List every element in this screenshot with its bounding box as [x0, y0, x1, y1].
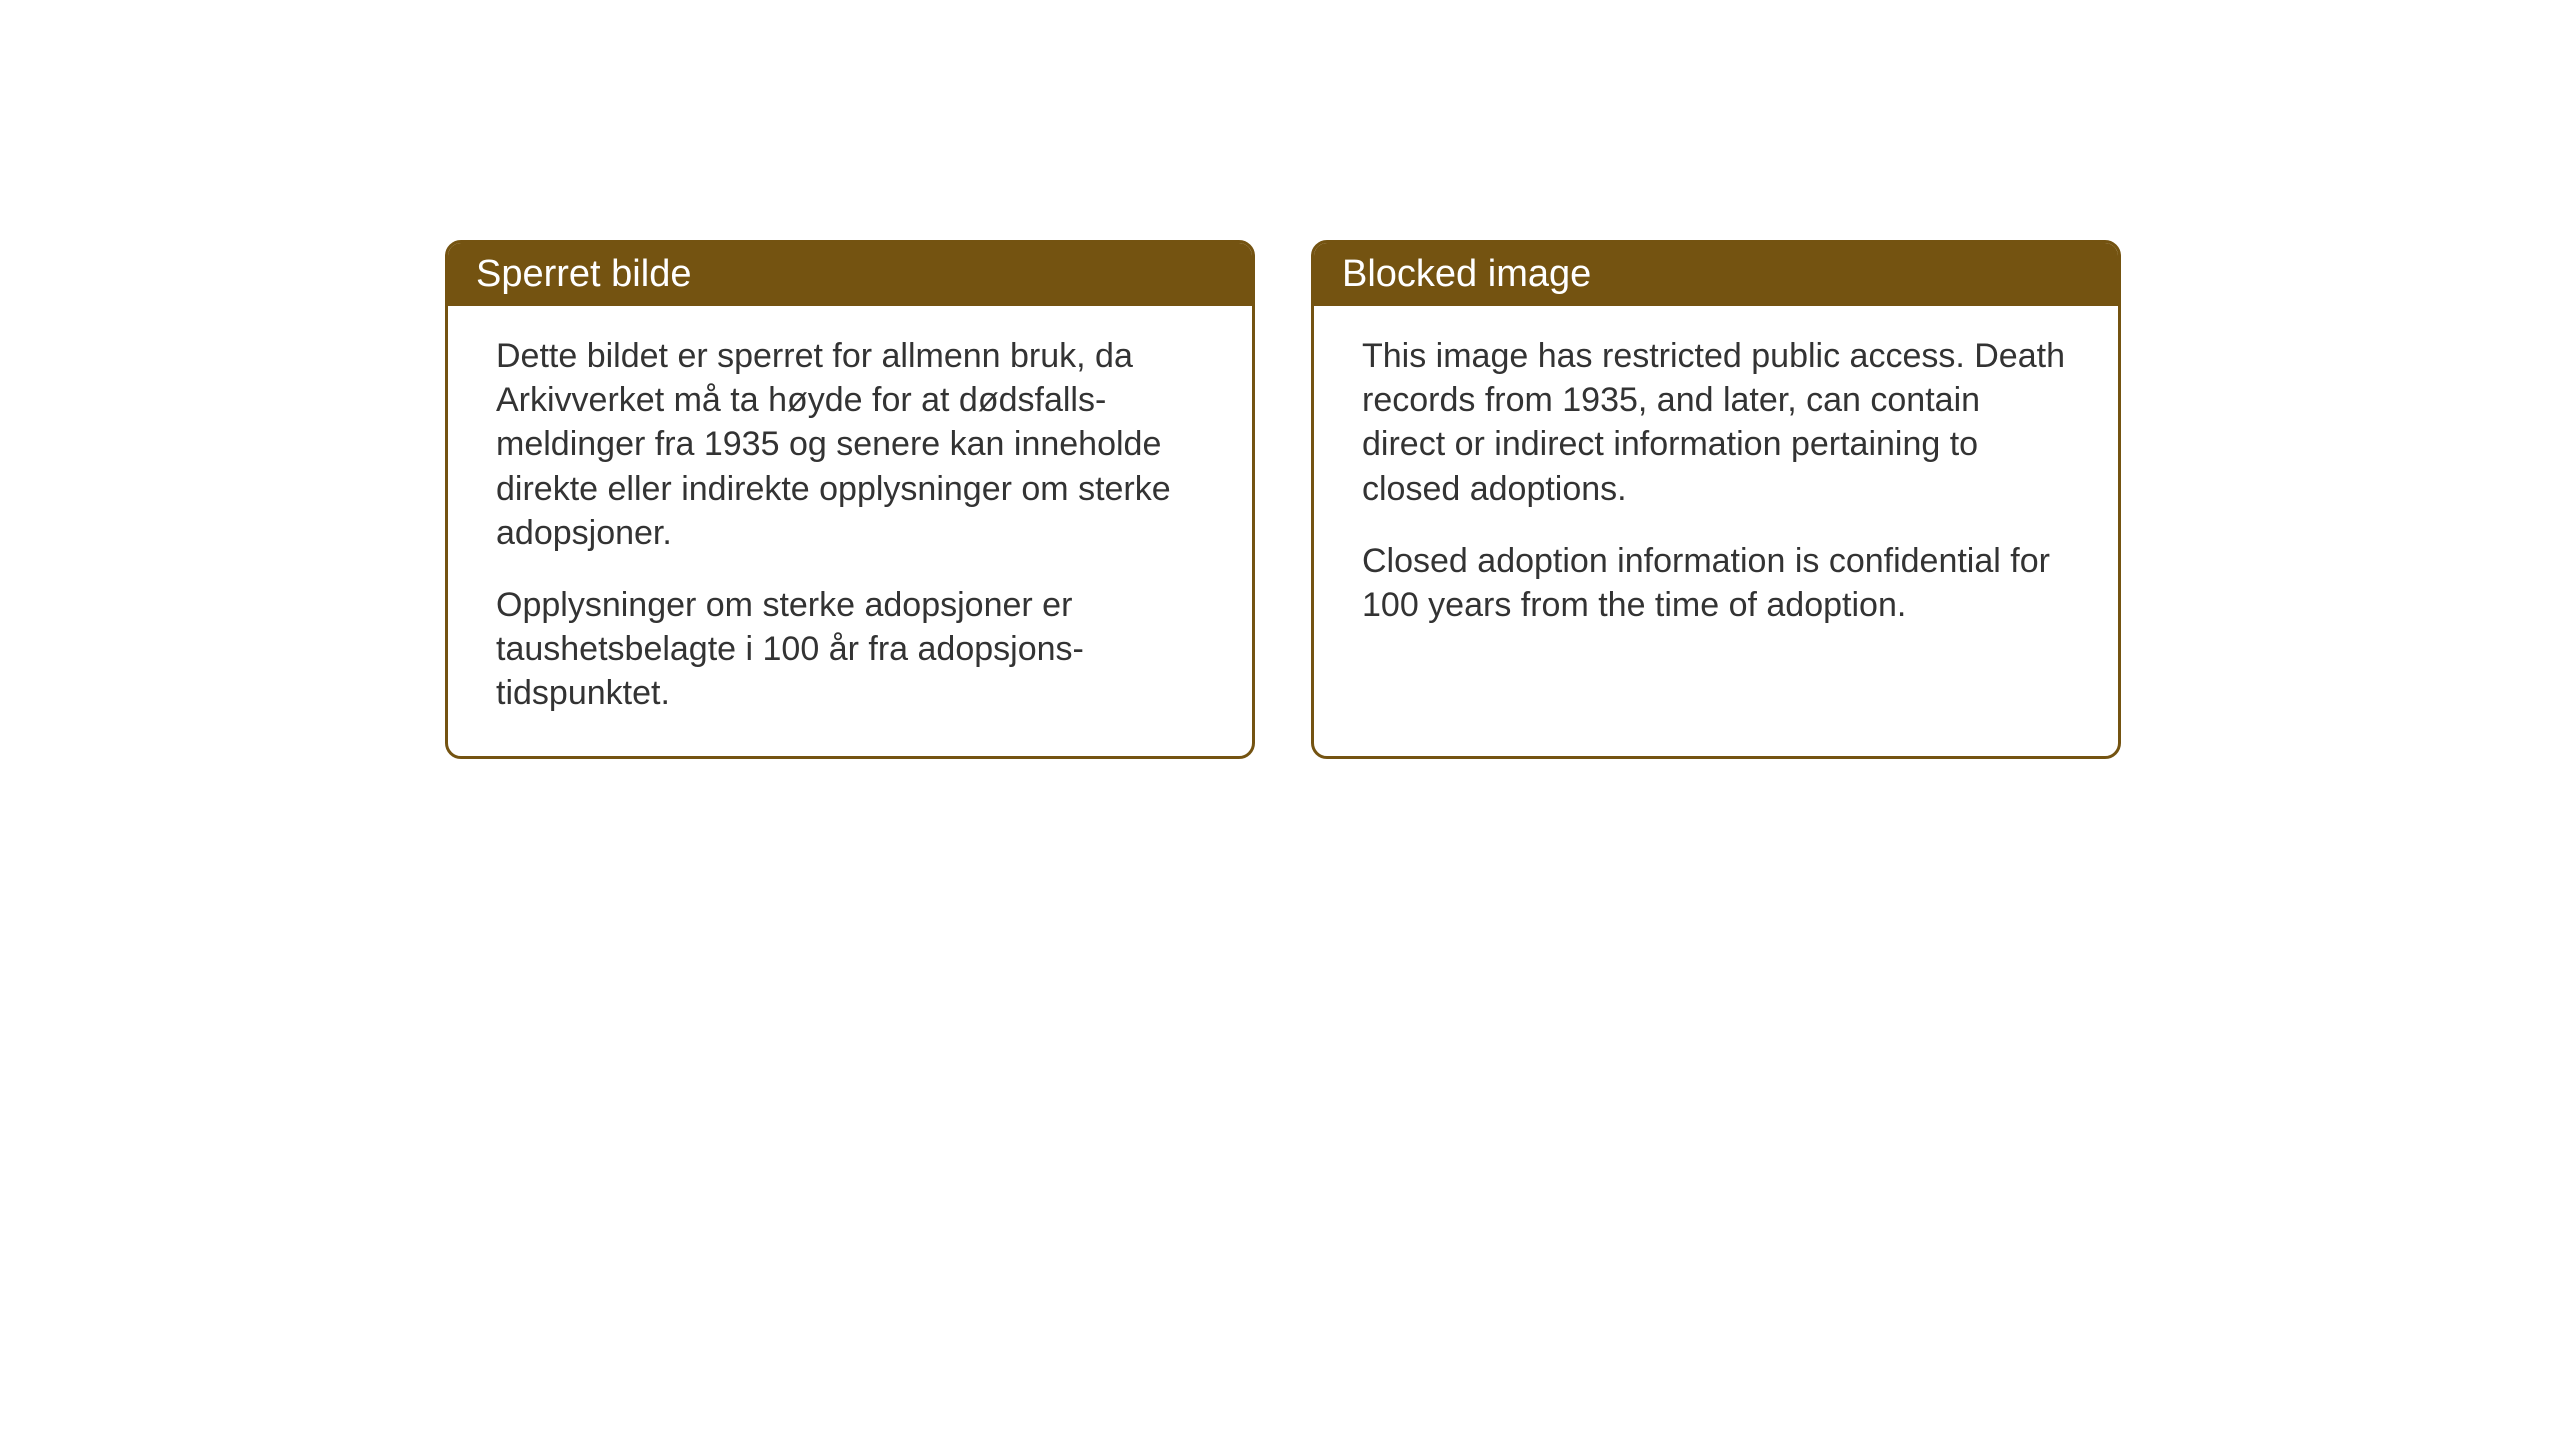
english-card-title: Blocked image	[1314, 243, 2118, 306]
norwegian-card-title: Sperret bilde	[448, 243, 1252, 306]
norwegian-card-body: Dette bildet er sperret for allmenn bruk…	[448, 306, 1252, 756]
notice-cards-container: Sperret bilde Dette bildet er sperret fo…	[445, 240, 2121, 759]
norwegian-notice-card: Sperret bilde Dette bildet er sperret fo…	[445, 240, 1255, 759]
english-notice-card: Blocked image This image has restricted …	[1311, 240, 2121, 759]
english-card-body: This image has restricted public access.…	[1314, 306, 2118, 667]
norwegian-paragraph-1: Dette bildet er sperret for allmenn bruk…	[496, 334, 1204, 555]
english-paragraph-2: Closed adoption information is confident…	[1362, 539, 2070, 627]
norwegian-paragraph-2: Opplysninger om sterke adopsjoner er tau…	[496, 583, 1204, 716]
english-paragraph-1: This image has restricted public access.…	[1362, 334, 2070, 511]
